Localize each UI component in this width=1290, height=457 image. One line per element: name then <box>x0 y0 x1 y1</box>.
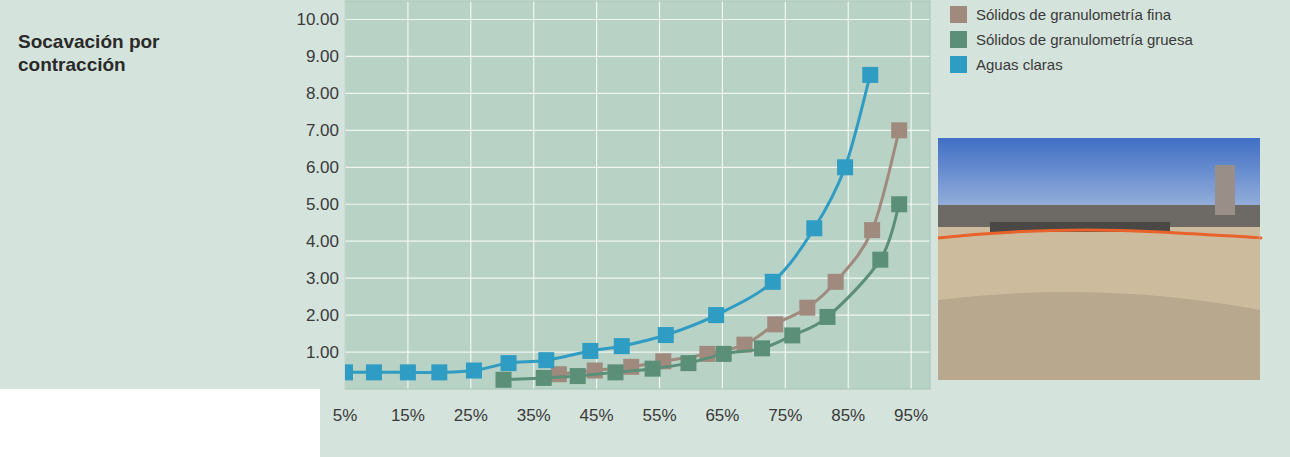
axis-strip <box>320 389 1290 457</box>
legend-label: Aguas claras <box>976 56 1063 73</box>
x-tick-label: 85% <box>831 406 865 425</box>
y-tick-label: 7.00 <box>306 121 339 140</box>
marker <box>501 355 517 371</box>
marker <box>819 309 835 325</box>
grid-line <box>345 204 930 205</box>
title-line: Socavación por <box>18 31 160 52</box>
marker <box>716 346 732 362</box>
marker <box>645 361 661 377</box>
y-tick-label: 4.00 <box>306 232 339 251</box>
grid-line <box>345 351 930 352</box>
marker <box>607 364 623 380</box>
marker <box>799 300 815 316</box>
marker <box>872 252 888 268</box>
x-tick-label: 25% <box>454 406 488 425</box>
series-line <box>559 130 899 374</box>
photo-fence <box>938 230 1261 238</box>
x-tick-label: 65% <box>705 406 739 425</box>
marker <box>570 368 586 384</box>
photo-building <box>1215 165 1235 215</box>
y-tick-label: 2.00 <box>306 306 339 325</box>
marker <box>536 370 552 386</box>
panel-background <box>0 0 1290 389</box>
marker <box>754 340 770 356</box>
series-line <box>504 204 900 380</box>
legend-label: Sólidos de granulometría gruesa <box>976 31 1193 48</box>
plot-area <box>345 1 930 389</box>
marker <box>767 316 783 332</box>
plot-frame <box>345 1 930 389</box>
y-tick-label: 9.00 <box>306 47 339 66</box>
series-line <box>345 75 870 373</box>
x-tick-label: 95% <box>894 406 928 425</box>
y-tick-label: 5.00 <box>306 195 339 214</box>
marker <box>431 364 447 380</box>
marker <box>658 327 674 343</box>
grid-line <box>911 1 912 389</box>
marker <box>466 363 482 379</box>
marker <box>891 122 907 138</box>
grid-line <box>533 1 534 389</box>
marker <box>496 372 512 388</box>
marker <box>862 67 878 83</box>
grid-line <box>345 241 930 242</box>
marker <box>538 352 554 368</box>
marker <box>582 343 598 359</box>
marker <box>708 307 724 323</box>
x-tick-label: 75% <box>768 406 802 425</box>
chart-title: Socavación porcontracción <box>18 31 160 75</box>
legend-swatch <box>950 56 967 73</box>
marks <box>345 67 907 388</box>
marker <box>864 222 880 238</box>
marker <box>400 364 416 380</box>
photo <box>938 138 1261 380</box>
grid-line <box>596 1 597 389</box>
x-tick-label: 45% <box>580 406 614 425</box>
marker <box>551 366 567 382</box>
grid-line <box>848 1 849 389</box>
grid-line <box>407 1 408 389</box>
marker <box>765 274 781 290</box>
legend-swatch <box>950 31 967 48</box>
title-line: contracción <box>18 54 126 75</box>
marker <box>366 364 382 380</box>
marker <box>891 196 907 212</box>
x-tick-label: 35% <box>517 406 551 425</box>
grid-line <box>345 314 930 315</box>
y-tick-label: 6.00 <box>306 158 339 177</box>
legend-label: Sólidos de granulometría fina <box>976 6 1172 23</box>
marker <box>828 274 844 290</box>
marker <box>680 355 696 371</box>
grid-line <box>345 130 930 131</box>
photo-rubble <box>938 292 1260 380</box>
grid-line <box>345 56 930 57</box>
legend-swatch <box>950 6 967 23</box>
marker <box>345 364 353 380</box>
marker <box>614 338 630 354</box>
marker <box>784 327 800 343</box>
grid-line <box>722 1 723 389</box>
photo-ground <box>938 138 1260 380</box>
marker <box>837 159 853 175</box>
x-tick-label: 15% <box>391 406 425 425</box>
x-tick-label: 5% <box>333 406 358 425</box>
y-tick-label: 1.00 <box>306 343 339 362</box>
y-tick-label: 10.00 <box>296 10 339 29</box>
grid-line <box>345 93 930 94</box>
grid-line <box>345 19 930 20</box>
y-tick-label: 8.00 <box>306 84 339 103</box>
marker <box>806 220 822 236</box>
grid-line <box>470 1 471 389</box>
x-tick-label: 55% <box>643 406 677 425</box>
chart: 1.00 2.00 3.00 4.00 5.00 6.00 7.00 8.00 9.00 10.0… <box>0 0 1290 457</box>
y-tick-label: 3.00 <box>306 269 339 288</box>
